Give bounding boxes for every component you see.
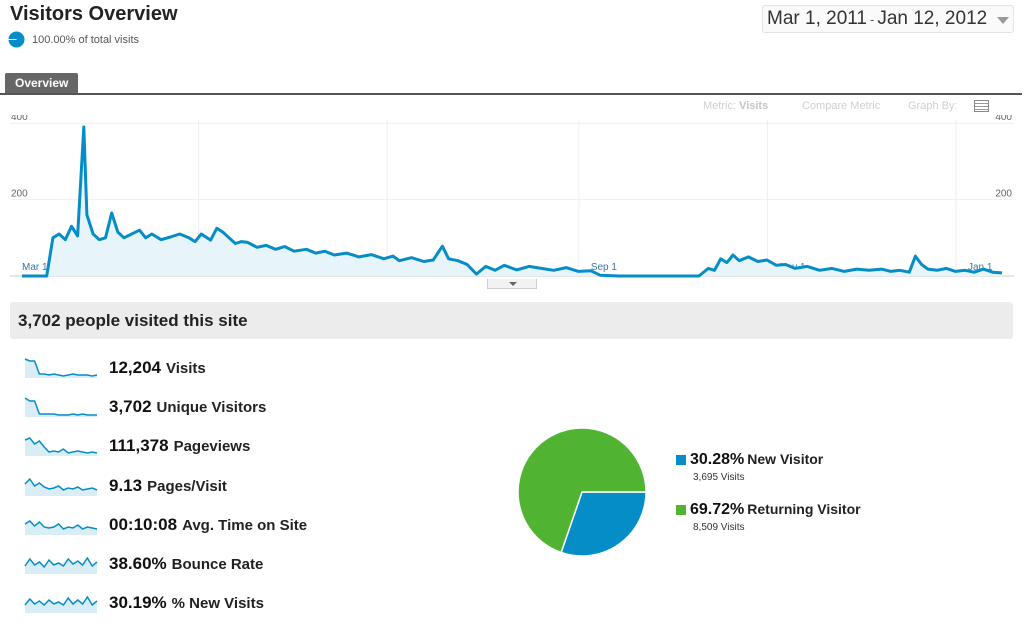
pie-slice-new-visitor — [560, 491, 647, 557]
segment-pie-icon — [8, 31, 25, 48]
graph-by-icon[interactable] — [974, 100, 989, 112]
legend-swatch-returning — [676, 505, 686, 515]
compare-metric-link[interactable]: Compare Metric — [802, 100, 881, 112]
x-tick-label: Sep 1 — [591, 262, 618, 273]
graph-by-label: Graph By: — [908, 100, 958, 112]
visits-area — [22, 127, 1002, 276]
stat-row[interactable]: 00:10:08 Avg. Time on Site — [24, 513, 307, 537]
visitor-type-pie[interactable] — [514, 424, 650, 560]
tab-divider — [0, 93, 1022, 95]
metric-prefix: Metric: — [703, 100, 736, 112]
stat-label: Visits — [166, 359, 206, 377]
date-end: Jan 12, 2012 — [877, 8, 988, 29]
stat-row[interactable]: 9.13 Pages/Visit — [24, 474, 227, 498]
chevron-down-icon — [997, 17, 1009, 24]
stat-row[interactable]: 3,702 Unique Visitors — [24, 395, 266, 419]
sparkline-icon — [24, 477, 98, 496]
tab-overview[interactable]: Overview — [5, 73, 79, 94]
visits-line — [22, 125, 1003, 278]
stat-value: 9.13 — [109, 476, 143, 495]
stat-value: 3,702 — [109, 397, 152, 416]
y-tick-label: 400 — [995, 115, 1012, 123]
date-separator: - — [869, 11, 875, 27]
metric-value: Visits — [739, 100, 769, 112]
legend-label-new: New Visitor — [747, 451, 824, 467]
stat-row[interactable]: 12,204 Visits — [24, 356, 206, 380]
page-title: Visitors Overview — [10, 3, 178, 25]
stat-label: Pages/Visit — [147, 477, 227, 495]
date-start: Mar 1, 2011 — [767, 8, 867, 29]
stat-label: % New Visits — [171, 594, 264, 612]
pie-slice-returning-visitor — [517, 427, 647, 554]
legend-pct-new: 30.28% — [690, 451, 745, 468]
segment-subtitle: 100.00% of total visits — [32, 33, 140, 46]
stat-row[interactable]: 111,378 Pageviews — [24, 434, 250, 458]
segment-row: 100.00% of total visits — [8, 31, 139, 48]
sparkline-icon — [24, 556, 98, 574]
stat-value: 12,204 — [109, 358, 161, 377]
stat-label: Avg. Time on Site — [182, 516, 308, 534]
chart-toggle-handle[interactable] — [487, 279, 537, 289]
stat-value: 30.19% — [109, 593, 167, 612]
x-tick-label: Mar 1 — [22, 262, 48, 273]
stat-value: 111,378 — [109, 436, 169, 455]
legend-visits-returning: 8,509 Visits — [693, 522, 745, 533]
y-tick-label: 200 — [995, 189, 1012, 200]
stat-value: 00:10:08 — [109, 515, 178, 534]
metric-selector[interactable]: Metric: Visits — [703, 100, 768, 112]
stat-value: 38.60% — [109, 554, 167, 573]
sparkline-icon — [24, 358, 98, 378]
people-summary: 3,702 people visited this site — [10, 302, 1013, 339]
legend-swatch-new — [676, 455, 686, 465]
y-tick-label: 400 — [11, 115, 28, 123]
date-range-picker[interactable]: Mar 1, 2011 - Jan 12, 2012 — [762, 5, 1014, 33]
stat-label: Bounce Rate — [171, 555, 264, 573]
sparkline-icon — [24, 437, 98, 456]
legend-pct-returning: 69.72% — [690, 501, 745, 518]
y-tick-label: 200 — [11, 189, 28, 200]
stat-label: Unique Visitors — [156, 398, 267, 416]
sparkline-icon — [24, 595, 98, 613]
sparkline-icon — [24, 520, 98, 535]
legend-label-returning: Returning Visitor — [747, 501, 861, 517]
stat-label: Pageviews — [173, 437, 251, 455]
legend-visits-new: 3,695 Visits — [693, 472, 745, 483]
sparkline-icon — [24, 397, 97, 417]
x-tick-label: Jan 1 — [968, 262, 993, 273]
stat-row[interactable]: 30.19%% New Visits — [24, 591, 264, 615]
stat-row[interactable]: 38.60% Bounce Rate — [24, 552, 263, 576]
